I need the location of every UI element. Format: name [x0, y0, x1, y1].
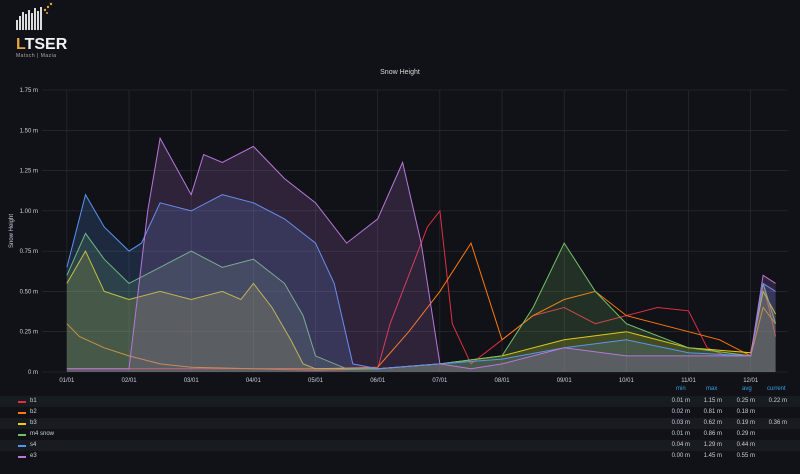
legend-swatch[interactable] [18, 434, 26, 436]
legend-min-value: 0.00 m [671, 453, 690, 459]
series-area-b3 [66, 251, 776, 372]
logo-rest: TSER [24, 36, 68, 53]
legend-header-avg[interactable]: avg [742, 386, 752, 392]
legend-avg-value: 0.44 m [736, 442, 755, 448]
logo-prefix: L [16, 36, 25, 53]
legend-max-value: 1.29 m [703, 442, 722, 448]
legend-swatch[interactable] [18, 412, 26, 414]
logo-bars-icon [16, 2, 53, 30]
legend-row[interactable]: b2 0.02 m 0.81 m 0.18 m [0, 407, 800, 418]
legend-min-value: 0.03 m [671, 420, 690, 426]
snow-height-chart[interactable]: 0 m 0.25 m 0.50 m 0.75 m 1.00 m 1.25 m 1.50 m 1… [0, 80, 800, 474]
legend-avg-value: 0.18 m [736, 409, 755, 415]
legend-header-current[interactable]: current [767, 386, 786, 392]
legend-swatch[interactable] [18, 445, 26, 447]
legend-min-value: 0.01 m [671, 431, 690, 437]
legend-series-name[interactable]: e3 [30, 453, 37, 459]
series-area-e3 [66, 138, 776, 372]
legend-max-value: 0.86 m [703, 431, 722, 437]
legend-max-value: 0.81 m [703, 409, 722, 415]
logo-wordmark: LTSER [16, 36, 67, 54]
x-tick-label: 06/01 [370, 378, 386, 384]
series-line-m4-snow[interactable] [66, 232, 777, 370]
x-tick-label: 11/01 [681, 378, 696, 384]
legend-series-name[interactable]: b2 [30, 409, 37, 415]
x-tick-label: 03/01 [184, 378, 200, 384]
y-tick-label: 1.50 m [20, 128, 38, 134]
legend-row[interactable]: b3 0.03 m 0.62 m 0.19 m 0.36 m [0, 418, 800, 429]
legend-row[interactable]: b1 0.01 m 1.15 m 0.25 m 0.22 m [0, 396, 800, 407]
ltser-logo: LTSER Matsch | Mazia [6, 2, 68, 59]
legend-series-name[interactable]: b1 [30, 398, 37, 404]
legend-min-value: 0.04 m [671, 442, 690, 448]
y-tick-label: 1.75 m [20, 88, 38, 94]
legend-row[interactable]: s4 0.04 m 1.29 m 0.44 m [0, 440, 800, 451]
panel-title[interactable]: Snow Height [380, 69, 420, 76]
y-tick-label: 0.75 m [20, 249, 38, 255]
y-tick-label: 1.25 m [20, 169, 38, 175]
x-tick-label: 08/01 [495, 378, 511, 384]
legend-row[interactable]: e3 0.00 m 1.45 m 0.55 m [0, 451, 800, 462]
legend-current-value: 0.36 m [768, 420, 787, 426]
x-tick-label: 10/01 [619, 378, 635, 384]
y-tick-label: 0.25 m [20, 330, 38, 336]
legend-current-value: 0.22 m [768, 398, 787, 404]
x-tick-label: 05/01 [308, 378, 324, 384]
x-tick-label: 01/01 [59, 378, 75, 384]
x-tick-label: 07/01 [432, 378, 448, 384]
legend-min-value: 0.02 m [671, 409, 690, 415]
y-tick-label: 0.50 m [20, 289, 38, 295]
legend-series-name[interactable]: b3 [30, 420, 37, 426]
legend-swatch[interactable] [18, 456, 26, 458]
x-tick-label: 12/01 [743, 378, 759, 384]
legend-swatch[interactable] [18, 423, 26, 425]
legend-swatch[interactable] [18, 401, 26, 403]
legend-series-name[interactable]: s4 [30, 442, 37, 448]
y-tick-label: 1.00 m [20, 209, 38, 215]
series-line-e3[interactable] [66, 136, 776, 370]
legend-header: min max avg current [0, 386, 800, 396]
series-line-b2[interactable] [66, 241, 776, 370]
legend-header-max[interactable]: max [706, 386, 718, 392]
series-area-s4 [66, 194, 776, 372]
legend-avg-value: 0.55 m [736, 453, 755, 459]
legend-max-value: 0.62 m [703, 420, 722, 426]
legend-row[interactable]: m4 snow 0.01 m 0.86 m 0.29 m [0, 429, 800, 440]
legend-max-value: 1.15 m [703, 398, 722, 404]
legend-avg-value: 0.25 m [736, 398, 755, 404]
legend-avg-value: 0.29 m [736, 431, 755, 437]
series-area-m4-snow [66, 233, 776, 372]
x-tick-label: 04/01 [246, 378, 262, 384]
legend-header-min[interactable]: min [676, 386, 686, 392]
y-tick-label: 0 m [28, 370, 38, 376]
legend-series-name[interactable]: m4 snow [30, 431, 55, 437]
legend-min-value: 0.01 m [671, 398, 690, 404]
y-axis-label: Snow Height [9, 214, 15, 248]
legend-avg-value: 0.19 m [736, 420, 755, 426]
series-line-s4[interactable] [66, 193, 776, 370]
series-line-b3[interactable] [66, 250, 777, 370]
legend-max-value: 1.45 m [703, 453, 722, 459]
logo-subtitle: Matsch | Mazia [16, 53, 57, 59]
x-tick-label: 02/01 [122, 378, 138, 384]
x-tick-label: 09/01 [557, 378, 573, 384]
